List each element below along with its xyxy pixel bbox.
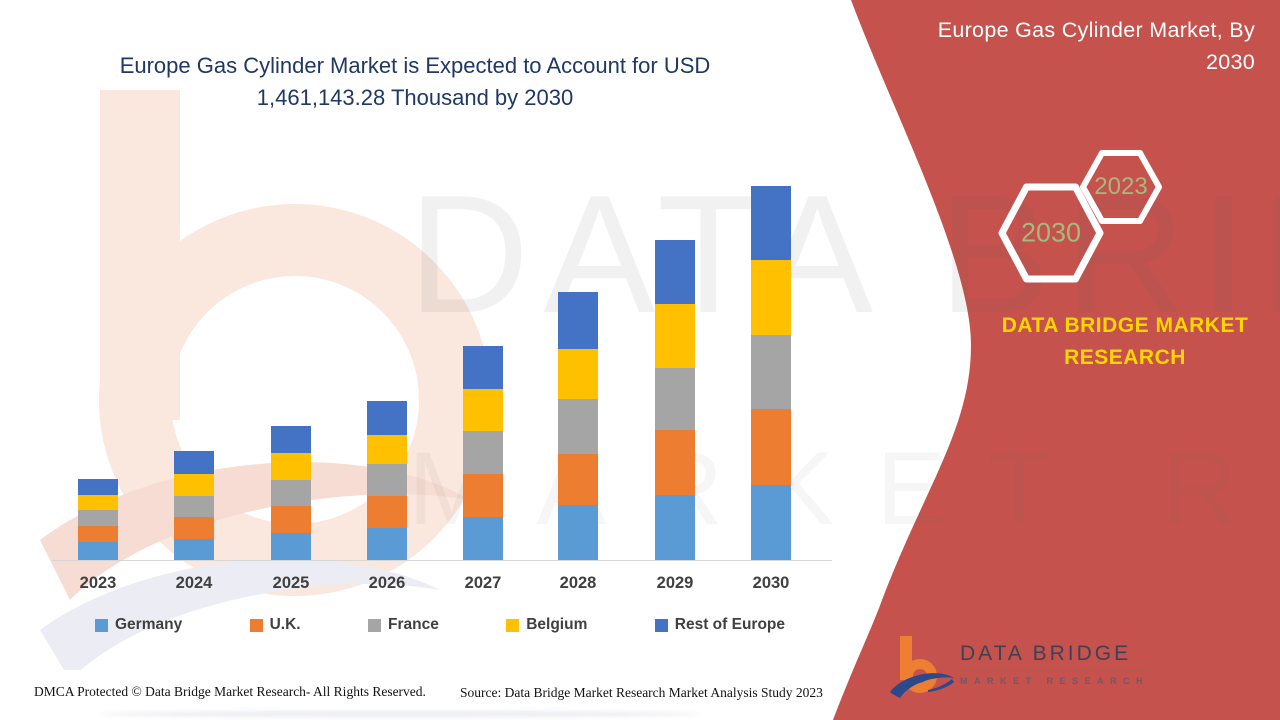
page-title-line2: 1,461,143.28 Thousand by 2030 bbox=[256, 84, 574, 110]
bar-2027-segment-rest-of-europe bbox=[463, 346, 503, 389]
panel-title: Europe Gas Cylinder Market, By 2030 bbox=[895, 14, 1255, 79]
legend-swatch-france bbox=[367, 618, 381, 632]
x-axis-label-2023: 2023 bbox=[79, 574, 117, 592]
hexagon-2030 bbox=[998, 183, 1104, 283]
x-axis-label-2024: 2024 bbox=[175, 574, 213, 592]
bar-2026-segment-france bbox=[367, 464, 407, 496]
source-note: Source: Data Bridge Market Research Mark… bbox=[460, 685, 823, 700]
bar-2030-segment-germany bbox=[751, 485, 791, 560]
bar-2028-segment-rest-of-europe bbox=[558, 292, 598, 349]
bar-2026-segment-u-k bbox=[367, 496, 407, 528]
legend-label-france: France bbox=[387, 616, 439, 633]
bar-2027 bbox=[463, 346, 503, 560]
bar-2028-segment-france bbox=[558, 399, 598, 454]
legend-item-france: France bbox=[367, 616, 439, 634]
bar-2026-segment-rest-of-europe bbox=[367, 401, 407, 435]
hexagon-label-2030: 2030 bbox=[1020, 217, 1082, 248]
bar-2023-segment-germany bbox=[78, 542, 118, 560]
legend-item-rest-of-europe: Rest of Europe bbox=[654, 616, 785, 634]
brand-text-line2: RESEARCH bbox=[1064, 345, 1186, 369]
stacked-bar-chart: 2023 2024 2025 2026 2027 2028 2029 2030 bbox=[78, 186, 791, 592]
bar-2028-segment-belgium bbox=[558, 349, 598, 399]
bar-2028 bbox=[558, 292, 598, 560]
x-axis-label-2028: 2028 bbox=[559, 574, 597, 592]
brand-text: DATA BRIDGE MARKET RESEARCH bbox=[975, 310, 1275, 373]
legend-item-u-k: U.K. bbox=[249, 616, 301, 634]
legend-swatch-germany bbox=[95, 618, 108, 632]
hexagon-2023 bbox=[1080, 150, 1162, 224]
dbmr-logo-b-icon bbox=[890, 636, 954, 698]
bar-2030-segment-u-k bbox=[751, 409, 791, 485]
bar-2025-segment-u-k bbox=[271, 506, 311, 533]
legend-swatch-rest-of-europe bbox=[654, 618, 668, 632]
panel-title-line2: 2030 bbox=[1205, 50, 1255, 75]
bar-2023 bbox=[78, 479, 118, 560]
bar-2023-segment-u-k bbox=[78, 526, 118, 542]
legend-swatch-u-k bbox=[249, 618, 263, 632]
dbmr-logo: DATA BRIDGE MARKET RESEARCH bbox=[888, 634, 1150, 706]
bar-2029-segment-germany bbox=[655, 495, 695, 560]
page-title: Europe Gas Cylinder Market is Expected t… bbox=[70, 50, 760, 114]
bar-2025 bbox=[271, 426, 311, 560]
bar-2029 bbox=[655, 240, 695, 560]
dbmr-logo-name: DATA BRIDGE bbox=[960, 642, 1150, 672]
bar-2026-segment-belgium bbox=[367, 435, 407, 464]
legend-label-u-k: U.K. bbox=[269, 616, 301, 633]
panel-title-line1: Europe Gas Cylinder Market, By bbox=[937, 18, 1255, 42]
bar-2027-segment-germany bbox=[463, 517, 503, 560]
bar-2025-segment-belgium bbox=[271, 453, 311, 480]
bar-2023-segment-rest-of-europe bbox=[78, 479, 118, 495]
bar-2026 bbox=[367, 401, 407, 560]
bar-2026-segment-germany bbox=[367, 528, 407, 560]
dbmr-logo-text: DATA BRIDGE MARKET RESEARCH bbox=[960, 642, 1150, 686]
bar-2027-segment-belgium bbox=[463, 389, 503, 431]
brand-text-line1: DATA BRIDGE MARKET bbox=[1001, 314, 1249, 337]
bar-2030-segment-rest-of-europe bbox=[751, 186, 791, 260]
legend-item-germany: Germany bbox=[95, 616, 182, 634]
page-title-line1: Europe Gas Cylinder Market is Expected t… bbox=[119, 53, 711, 78]
x-axis-label-2025: 2025 bbox=[272, 574, 310, 592]
bar-2030-segment-france bbox=[751, 335, 791, 409]
bar-2030-segment-belgium bbox=[751, 260, 791, 335]
x-axis-label-2029: 2029 bbox=[656, 574, 694, 592]
bar-2024-segment-rest-of-europe bbox=[174, 451, 214, 474]
bar-2023-segment-france bbox=[78, 510, 118, 526]
bar-2027-segment-u-k bbox=[463, 474, 503, 517]
x-axis-label-2027: 2027 bbox=[464, 574, 502, 592]
x-axis-line bbox=[52, 560, 832, 561]
bar-2028-segment-germany bbox=[558, 505, 598, 560]
bar-2025-segment-germany bbox=[271, 533, 311, 560]
bar-2025-segment-rest-of-europe bbox=[271, 426, 311, 453]
bar-2029-segment-u-k bbox=[655, 430, 695, 495]
bar-2024-segment-u-k bbox=[174, 517, 214, 539]
bar-2024-segment-france bbox=[174, 496, 214, 517]
chart-legend: Germany U.K. France Belgium Rest of Europe bbox=[95, 616, 785, 634]
bar-2023-segment-belgium bbox=[78, 495, 118, 510]
bar-2024 bbox=[174, 451, 214, 560]
bar-2029-segment-rest-of-europe bbox=[655, 240, 695, 304]
bar-2029-segment-france bbox=[655, 368, 695, 430]
bar-2028-segment-u-k bbox=[558, 454, 598, 505]
footer-shadow bbox=[100, 711, 700, 717]
hexagon-label-2023: 2023 bbox=[1094, 173, 1148, 200]
x-axis-label-2026: 2026 bbox=[368, 574, 406, 592]
legend-swatch-belgium bbox=[506, 618, 520, 632]
bar-2030 bbox=[751, 186, 791, 560]
x-axis-label-2030: 2030 bbox=[752, 574, 790, 592]
bar-2027-segment-france bbox=[463, 431, 503, 474]
legend-item-belgium: Belgium bbox=[506, 616, 587, 634]
bar-2024-segment-belgium bbox=[174, 474, 214, 496]
bar-2025-segment-france bbox=[271, 480, 311, 506]
bar-2029-segment-belgium bbox=[655, 304, 695, 368]
hexagon-badges bbox=[998, 150, 1162, 283]
dmca-notice: DMCA Protected © Data Bridge Market Rese… bbox=[34, 684, 426, 699]
legend-label-belgium: Belgium bbox=[526, 616, 588, 633]
bar-2024-segment-germany bbox=[174, 539, 214, 560]
legend-label-rest-of-europe: Rest of Europe bbox=[674, 616, 785, 633]
dbmr-logo-subtitle: MARKET RESEARCH bbox=[960, 676, 1150, 686]
legend-label-germany: Germany bbox=[115, 616, 183, 633]
